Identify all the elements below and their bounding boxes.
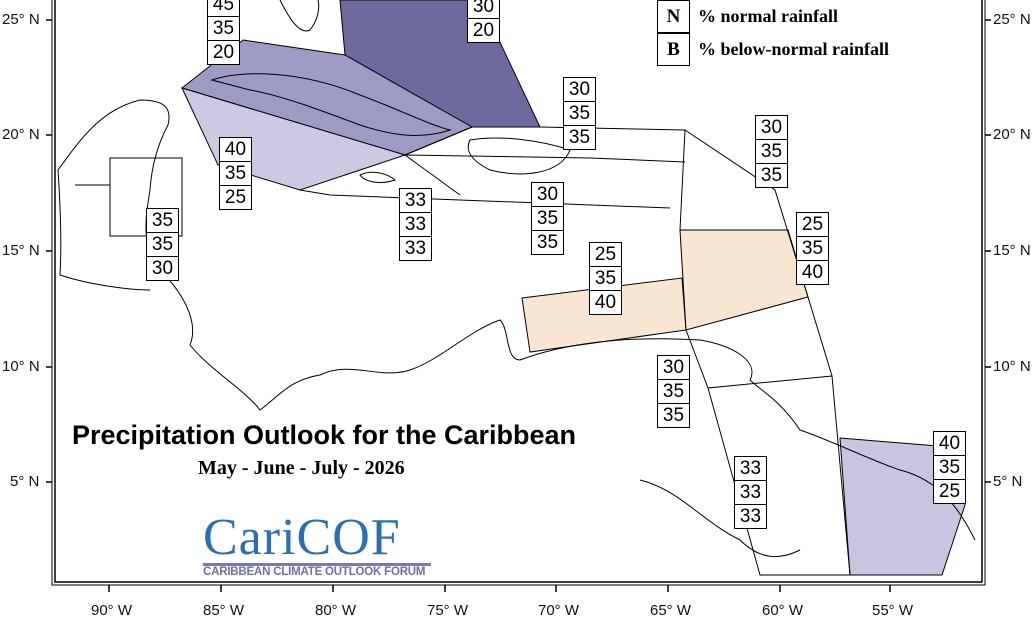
probability-box: 45 35 20: [207, 0, 240, 65]
lon-tick-label: 90° W: [91, 602, 133, 619]
probability-box: 30 35 35: [657, 355, 690, 428]
probability-below: 35: [531, 231, 564, 255]
probability-below: 35: [657, 404, 690, 428]
lon-tick-label: 80° W: [315, 602, 357, 619]
probability-normal: 35: [933, 456, 966, 480]
probability-normal: 33: [399, 213, 432, 237]
legend-normal: N % normal rainfall: [657, 0, 838, 33]
legend-key: N: [657, 0, 690, 33]
map-title: Precipitation Outlook for the Caribbean: [72, 420, 577, 450]
probability-below: 30: [146, 257, 179, 281]
probability-above: 25: [796, 212, 829, 237]
probability-normal: 33: [734, 481, 767, 505]
forecast-zones: [75, 0, 966, 576]
probability-box: 30 35 35: [755, 115, 788, 188]
probability-normal: 35: [146, 233, 179, 257]
probability-below: 20: [207, 41, 240, 65]
logo-wordmark: CariCOF: [203, 509, 401, 566]
probability-box: 30 35 35: [531, 182, 564, 255]
lat-tick-label: 10° N: [993, 358, 1031, 375]
lon-tick-label: 60° W: [762, 602, 804, 619]
lat-tick-label: 10° N: [2, 358, 40, 375]
probability-normal: 35: [755, 140, 788, 164]
zone-windwards: [679, 229, 809, 331]
probability-above: 33: [399, 188, 432, 213]
legend-key: B: [657, 33, 690, 66]
probability-normal: 35: [657, 380, 690, 404]
probability-normal: 35: [589, 267, 622, 291]
probability-box: 40 35 25: [219, 137, 252, 210]
probability-box: 33 33 33: [734, 456, 767, 529]
lat-tick-label: 15° N: [993, 242, 1031, 259]
probability-normal: 35: [796, 237, 829, 261]
lat-tick-label: 25° N: [2, 11, 40, 28]
probability-below: 33: [399, 237, 432, 261]
probability-above: 30: [657, 355, 690, 380]
probability-normal: 35: [207, 17, 240, 41]
probability-above: 40: [219, 137, 252, 162]
lon-tick-label: 55° W: [872, 602, 914, 619]
probability-box: 40 35 25: [933, 431, 966, 504]
probability-below: 35: [563, 126, 596, 150]
probability-above: 35: [146, 208, 179, 233]
probability-above: 30: [563, 77, 596, 102]
lon-tick-label: 85° W: [203, 602, 245, 619]
probability-normal: 30: [467, 0, 500, 19]
probability-above: 45: [207, 0, 240, 17]
probability-below: 33: [734, 505, 767, 529]
lat-tick-label: 20° N: [2, 126, 40, 143]
probability-below: 35: [755, 164, 788, 188]
lat-tick-label: 15° N: [2, 242, 40, 259]
lon-tick-label: 65° W: [650, 602, 692, 619]
zone-boundaries: [404, 126, 686, 231]
lat-tick-label: 5° N: [993, 473, 1023, 490]
probability-above: 40: [933, 431, 966, 456]
lat-tick-label: 20° N: [993, 126, 1031, 143]
probability-normal: 35: [531, 207, 564, 231]
coastlines: [57, 0, 976, 558]
map-subtitle: May - June - July - 2026: [198, 457, 405, 479]
probability-box: 33 33 33: [399, 188, 432, 261]
probability-below: 40: [796, 261, 829, 285]
probability-box: 25 35 40: [589, 242, 622, 315]
legend-label: % normal rainfall: [698, 6, 838, 26]
probability-below: 20: [467, 19, 500, 43]
probability-below: 25: [219, 186, 252, 210]
probability-above: 30: [531, 182, 564, 207]
probability-box: 30 35 35: [563, 77, 596, 150]
probability-below: 40: [589, 291, 622, 315]
logo-rule: [203, 563, 431, 566]
probability-above: 30: [755, 115, 788, 140]
lat-tick-label: 25° N: [993, 11, 1031, 28]
map-frame: [51, 0, 986, 586]
axis-ticks: [46, 19, 991, 592]
lon-tick-label: 70° W: [538, 602, 580, 619]
probability-below: 25: [933, 480, 966, 504]
lat-tick-label: 5° N: [10, 473, 40, 490]
legend-below: B % below-normal rainfall: [657, 33, 889, 66]
probability-above: 25: [589, 242, 622, 267]
caricof-logo: CariCOF CARIBBEAN CLIMATE OUTLOOK FORUM: [203, 509, 431, 578]
probability-normal: 35: [219, 162, 252, 186]
lon-tick-label: 75° W: [427, 602, 469, 619]
logo-tagline: CARIBBEAN CLIMATE OUTLOOK FORUM: [203, 566, 426, 578]
probability-box: 25 35 40: [796, 212, 829, 285]
probability-normal: 35: [563, 102, 596, 126]
probability-box: 35 35 30: [146, 208, 179, 281]
probability-box: 30 20: [467, 0, 500, 43]
legend-label: % below-normal rainfall: [698, 39, 889, 59]
probability-above: 33: [734, 456, 767, 481]
